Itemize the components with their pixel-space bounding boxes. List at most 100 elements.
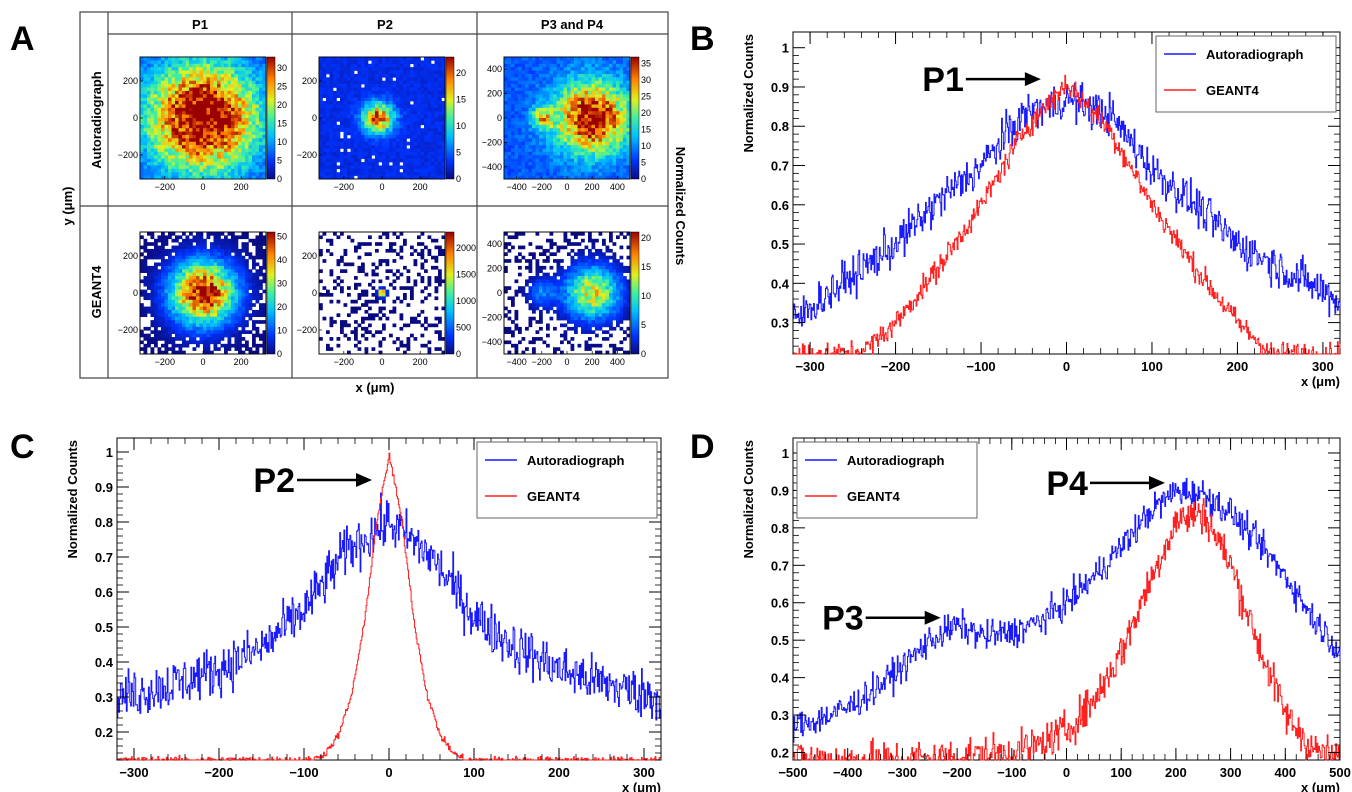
heatmap-pixel [210,131,214,136]
heatmap-pixel [185,259,190,263]
heatmap-pixel [199,77,204,82]
heatmap-pixel [399,165,404,170]
heatmap-pixel [413,94,418,98]
heatmap-pixel [389,155,393,159]
heatmap-pixel [259,118,263,122]
heatmap-pixel [525,63,529,68]
heatmap-pixel [570,118,575,122]
heatmap-pixel [563,67,568,71]
heatmap-pixel [171,279,176,284]
heatmap-pixel [382,87,386,92]
heatmap-pixel [431,87,435,92]
heatmap-pixel [602,165,606,170]
heatmap-pixel [619,94,624,98]
heatmap-pixel [417,175,421,180]
heatmap-pixel [329,104,334,109]
heatmap-pixel [567,80,571,85]
heatmap-pixel [182,67,186,71]
heatmap-pixel [168,104,172,109]
heatmap-pixel [227,77,232,82]
heatmap-pixel [392,141,397,146]
heatmap-pixel [609,131,613,136]
heatmap-pixel [375,60,379,65]
heatmap-pixel [549,118,554,122]
heatmap-pixel [255,90,260,95]
heatmap-pixel [245,235,249,240]
heatmap-pixel [598,90,603,95]
heatmap-pixel [224,265,228,270]
heatmap-pixel [532,94,536,98]
heatmap-pixel [438,124,442,129]
heatmap-pixel [357,121,362,126]
heatmap-pixel [168,148,172,153]
heatmap-pixel [182,158,186,163]
heatmap-pixel [227,145,232,149]
heatmap-pixel [213,114,218,119]
heatmap-pixel [147,326,151,331]
heatmap-pixel [616,67,620,71]
heatmap-pixel [224,313,228,318]
heatmap-pixel [238,97,242,102]
heatmap-pixel [340,118,344,122]
heatmap-pixel [245,259,249,263]
heatmap-pixel [577,57,582,61]
heatmap-pixel [560,60,564,65]
heatmap-pixel [525,97,529,102]
heatmap-pixel [375,151,379,156]
heatmap-pixel [354,121,358,126]
heatmap-pixel [343,151,348,156]
heatmap-pixel [347,118,351,122]
heatmap-pixel [161,148,165,153]
heatmap-pixel [245,175,249,180]
heatmap-pixel [199,235,204,240]
heatmap-pixel [192,97,197,102]
heatmap-pixel [189,309,193,314]
heatmap-pixel [333,84,337,88]
heatmap-pixel [185,272,190,277]
heatmap-pixel [539,128,543,132]
heatmap-pixel [389,67,393,71]
heatmap-pixel [238,121,242,126]
heatmap-pixel [619,172,624,176]
heatmap-pixel [210,282,214,287]
heatmap-pixel [577,80,582,85]
heatmap-pixel [164,259,169,263]
heatmap-pixel [168,235,172,240]
heatmap-pixel [140,67,144,71]
heatmap-pixel [171,350,176,355]
heatmap-pixel [161,320,165,324]
heatmap-pixel [532,87,536,92]
heatmap-pixel [563,80,568,85]
heatmap-pixel [164,337,169,341]
heatmap-pixel [192,124,197,129]
heatmap-pixel [227,90,232,95]
heatmap-pixel [199,151,204,156]
heatmap-pixel [182,337,186,341]
heatmap-pixel [378,70,383,75]
heatmap-pixel [591,114,596,119]
heatmap-pixel [161,252,165,257]
heatmap-pixel [417,114,421,119]
heatmap-pixel [196,296,200,301]
heatmap-pixel [385,168,390,173]
heatmap-pixel [434,165,439,170]
heatmap-pixel [224,309,228,314]
heatmap-pixel [157,296,162,301]
heatmap-pixel [220,151,225,156]
heatmap-pixel [553,70,557,75]
heatmap-pixel [164,238,169,243]
heatmap-pixel [424,145,428,149]
heatmap-pixel [224,262,228,267]
heatmap-pixel [399,124,404,129]
heatmap-pixel [532,90,536,95]
heatmap-pixel [171,155,176,159]
heatmap-pixel [319,80,323,85]
heatmap-pixel [203,347,207,351]
heatmap-pixel [417,101,421,105]
heatmap-pixel [189,145,193,149]
heatmap-pixel [375,87,379,92]
heatmap-pixel [347,168,351,173]
heatmap-pixel [199,101,204,105]
heatmap-pixel [581,57,585,61]
heatmap-pixel [350,124,355,129]
